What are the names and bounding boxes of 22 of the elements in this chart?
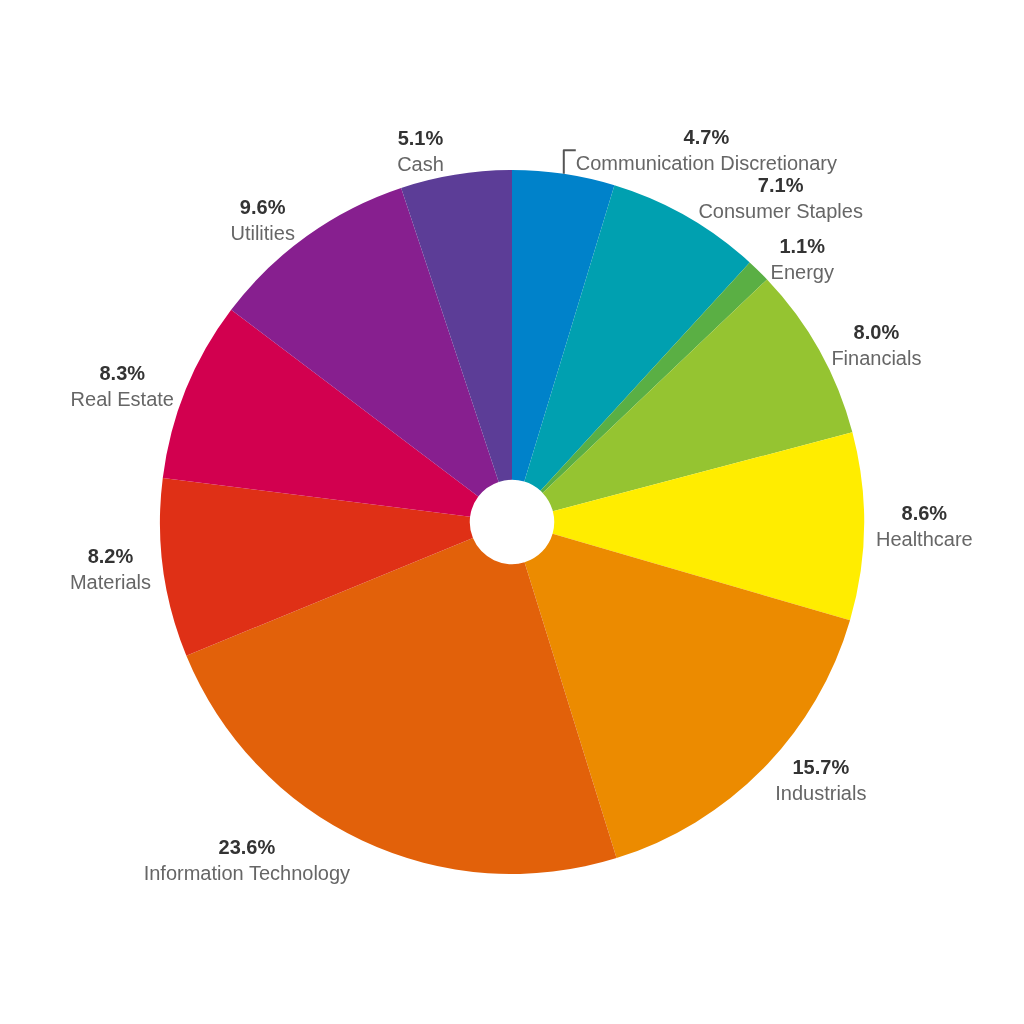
data-label: 15.7% <box>792 756 850 779</box>
data-label: 8.6% <box>901 502 948 525</box>
data-label: 7.1% <box>757 174 804 197</box>
slice-label: Energy <box>770 260 834 283</box>
data-label: 8.3% <box>99 361 146 384</box>
data-label: 23.6% <box>218 836 276 859</box>
slice-label: Cash <box>397 153 444 176</box>
slice-label: Industrials <box>775 782 867 805</box>
slice-label: Materials <box>69 570 152 593</box>
data-label: 5.1% <box>397 127 444 150</box>
slice-label: Real Estate <box>70 387 174 410</box>
data-label: 4.7% <box>683 126 730 149</box>
slice-label: Healthcare <box>875 528 973 551</box>
data-label: 1.1% <box>779 234 826 257</box>
data-label: 8.0% <box>853 320 900 343</box>
slice-label: Financials <box>831 346 922 369</box>
slice-label: Utilities <box>230 222 295 245</box>
slice-label: Consumer Staples <box>698 200 863 223</box>
slice-label: Information Technology <box>143 862 351 885</box>
data-label: 9.6% <box>239 196 286 219</box>
data-label: 8.2% <box>87 544 134 567</box>
slice-label: Communication Discretionary <box>575 152 837 175</box>
